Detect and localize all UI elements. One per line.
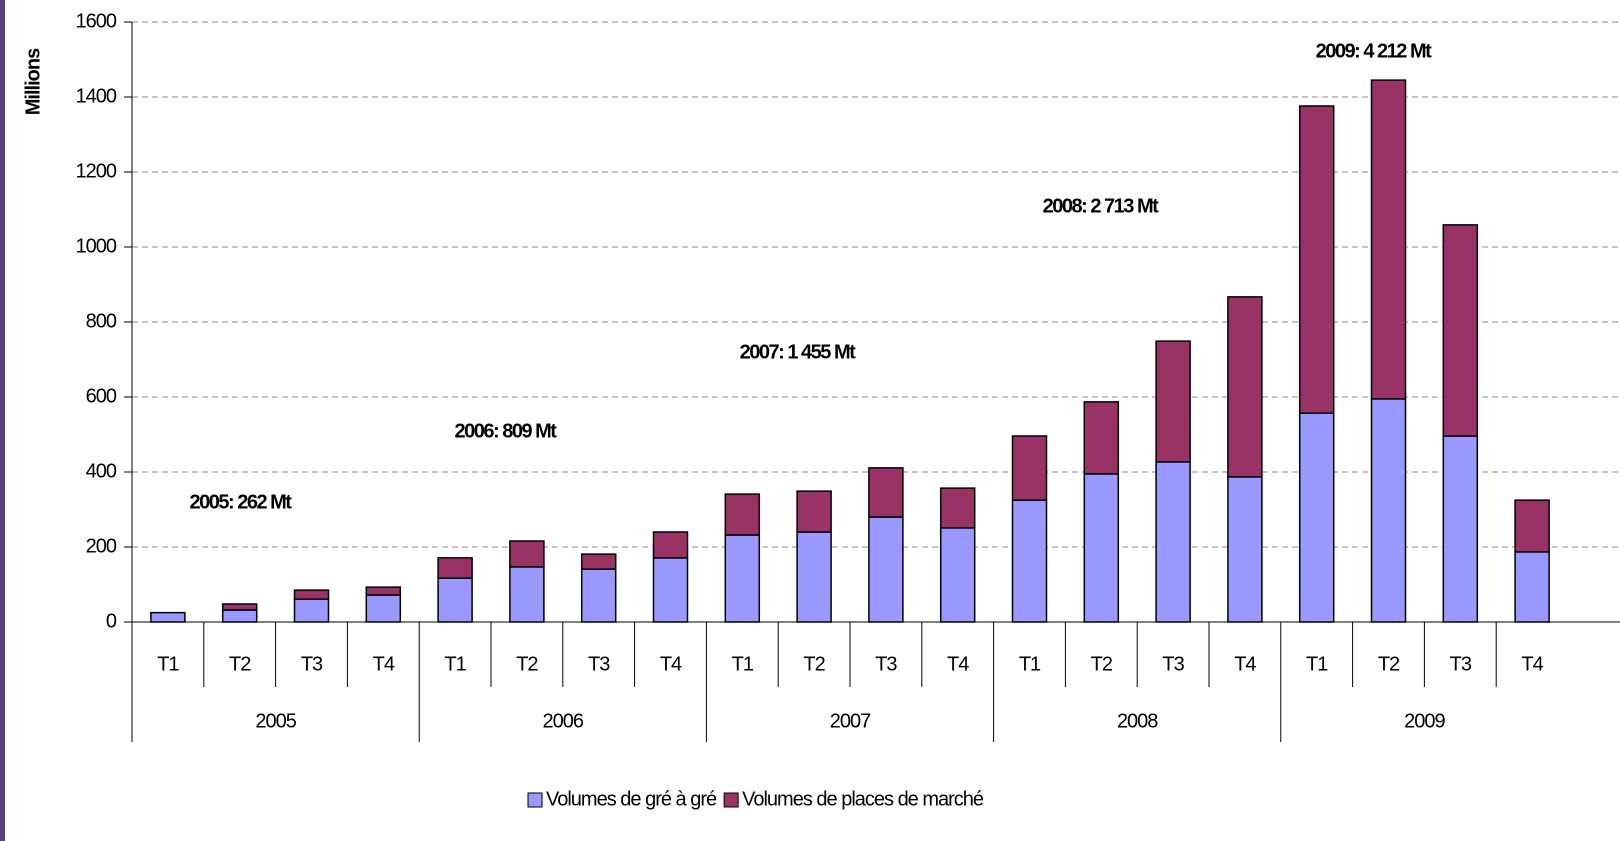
x-tick-label: T3 bbox=[301, 653, 323, 675]
bar-segment bbox=[652, 557, 689, 623]
annotation: 2009: 4 212 Mt bbox=[1316, 40, 1432, 62]
x-tick-label: T4 bbox=[373, 653, 395, 675]
bar-segment bbox=[1011, 499, 1048, 623]
x-tick-label: T4 bbox=[1234, 653, 1256, 675]
bar-segment bbox=[221, 603, 258, 611]
y-tick-label: 400 bbox=[86, 460, 117, 482]
y-tick-label: 1600 bbox=[76, 10, 117, 32]
bar-segment bbox=[580, 553, 617, 570]
frame-edge bbox=[0, 0, 5, 841]
legend-swatch bbox=[723, 792, 739, 808]
annotation: 2005: 262 Mt bbox=[190, 491, 293, 513]
legend-label: Volumes de places de marché bbox=[742, 788, 984, 810]
bar-segment bbox=[293, 598, 330, 623]
group-label: 2009 bbox=[1404, 710, 1445, 732]
bar-segment bbox=[1298, 105, 1335, 414]
group-label: 2005 bbox=[255, 710, 296, 732]
y-tick-label: 600 bbox=[86, 385, 117, 407]
x-tick-label: T1 bbox=[1306, 653, 1328, 675]
x-tick-label: T4 bbox=[947, 653, 969, 675]
bar-segment bbox=[1011, 435, 1048, 501]
x-tick-label: T2 bbox=[803, 653, 825, 675]
bar-segment bbox=[868, 516, 904, 623]
x-tick-label: T2 bbox=[1091, 653, 1113, 675]
bar-segment bbox=[652, 531, 689, 559]
bar-segment bbox=[365, 594, 402, 623]
group-label: 2006 bbox=[543, 710, 584, 732]
bar-segment bbox=[437, 557, 473, 579]
x-tick-label: T3 bbox=[875, 653, 897, 675]
group-label: 2007 bbox=[830, 710, 871, 732]
bar-segment bbox=[293, 589, 330, 600]
bar-segment bbox=[796, 490, 832, 533]
group-label: 2008 bbox=[1117, 710, 1158, 732]
bar-segment bbox=[1442, 435, 1479, 623]
bar-segment bbox=[221, 609, 258, 623]
bar-segment bbox=[868, 467, 904, 518]
bar-segment bbox=[1514, 551, 1550, 623]
y-tick-label: 1200 bbox=[76, 160, 117, 182]
x-tick-label: T3 bbox=[1450, 653, 1472, 675]
x-tick-label: T2 bbox=[1378, 653, 1400, 675]
x-tick-label: T1 bbox=[732, 653, 754, 675]
bar-segment bbox=[1227, 296, 1263, 478]
bar-segment bbox=[724, 493, 761, 536]
x-tick-label: T1 bbox=[444, 653, 466, 675]
y-axis-label: Millions bbox=[22, 48, 44, 115]
bar-segment bbox=[509, 540, 545, 568]
bar-segment bbox=[509, 566, 545, 623]
y-tick-label: 1400 bbox=[76, 85, 117, 107]
x-tick-label: T3 bbox=[1162, 653, 1184, 675]
bar-segment bbox=[1298, 412, 1335, 623]
bar-segment bbox=[1514, 499, 1550, 553]
legend-label: Volumes de gré à gré bbox=[546, 788, 717, 810]
bar-segment bbox=[1227, 476, 1263, 623]
y-tick-label: 200 bbox=[86, 535, 117, 557]
x-tick-label: T1 bbox=[1019, 653, 1041, 675]
y-tick-label: 800 bbox=[86, 310, 117, 332]
bar-segment bbox=[1370, 79, 1407, 400]
legend-swatch bbox=[527, 792, 543, 808]
bar-segment bbox=[1083, 401, 1120, 475]
bar-segment bbox=[1083, 473, 1120, 623]
x-tick-label: T4 bbox=[660, 653, 682, 675]
bar-segment bbox=[724, 534, 761, 623]
bar-segment bbox=[939, 487, 976, 529]
y-tick-label: 1000 bbox=[76, 235, 117, 257]
annotation: 2007: 1 455 Mt bbox=[740, 341, 856, 363]
y-tick-label: 0 bbox=[106, 610, 117, 632]
bar-segment bbox=[365, 586, 402, 596]
x-tick-label: T2 bbox=[516, 653, 538, 675]
bar-segment bbox=[1442, 224, 1479, 437]
bar-segment bbox=[796, 531, 832, 623]
bar-segment bbox=[580, 568, 617, 623]
bar-segment bbox=[1155, 340, 1191, 463]
x-tick-label: T1 bbox=[157, 653, 179, 675]
annotation: 2006: 809 Mt bbox=[455, 420, 558, 442]
x-tick-label: T3 bbox=[588, 653, 610, 675]
bar-segment bbox=[939, 527, 976, 623]
annotation: 2008: 2 713 Mt bbox=[1043, 195, 1159, 217]
bar-segment bbox=[437, 577, 473, 623]
x-tick-label: T4 bbox=[1521, 653, 1543, 675]
bar-segment bbox=[150, 611, 186, 623]
bar-segment bbox=[1370, 398, 1407, 623]
x-tick-label: T2 bbox=[229, 653, 251, 675]
bar-segment bbox=[1155, 461, 1191, 623]
